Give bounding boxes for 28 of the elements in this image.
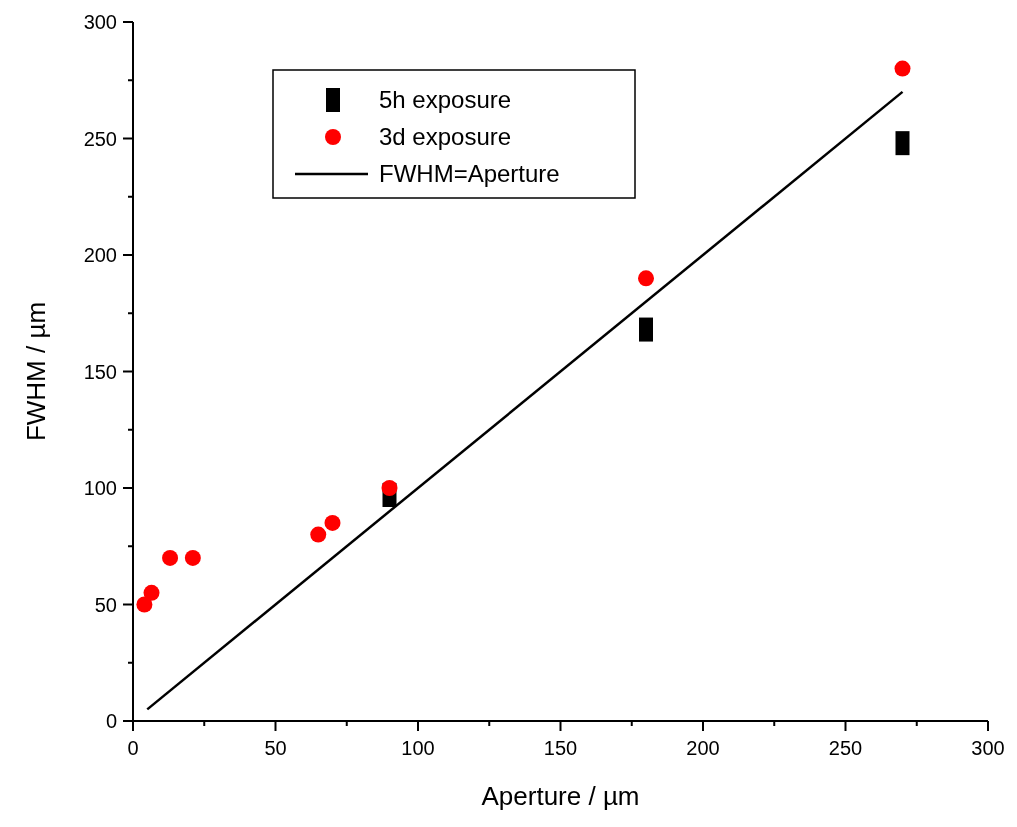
y-axis-title: FWHM / µm [21, 301, 51, 442]
point [894, 60, 911, 77]
x-tick-label: 250 [828, 737, 863, 759]
point [638, 270, 654, 287]
y-tick-label: 200 [83, 244, 117, 266]
point [143, 584, 160, 601]
legend-label: 5h exposure [379, 86, 512, 113]
point [184, 549, 201, 566]
y-tick-label: 50 [94, 593, 117, 616]
x-tick-label: 150 [543, 737, 578, 759]
y-tick-label: 250 [83, 127, 117, 150]
y-tick-label: 0 [105, 710, 117, 732]
x-tick-label: 50 [264, 737, 287, 759]
y-tick-label: 300 [83, 11, 117, 33]
point [136, 596, 153, 613]
point [162, 549, 179, 566]
x-axis-title: Aperture / µm [481, 781, 640, 811]
point [310, 526, 327, 543]
legend-label: FWHM=Aperture [379, 160, 560, 187]
y-tick-label: 100 [83, 477, 117, 499]
x-tick-label: 100 [401, 737, 435, 759]
x-tick-label: 300 [971, 737, 1005, 759]
legend-label: 3d exposure [379, 123, 512, 150]
point [381, 480, 398, 496]
x-tick-label: 0 [127, 737, 139, 759]
y-tick-label: 150 [83, 360, 117, 383]
point [324, 514, 341, 531]
x-tick-label: 200 [686, 737, 720, 759]
